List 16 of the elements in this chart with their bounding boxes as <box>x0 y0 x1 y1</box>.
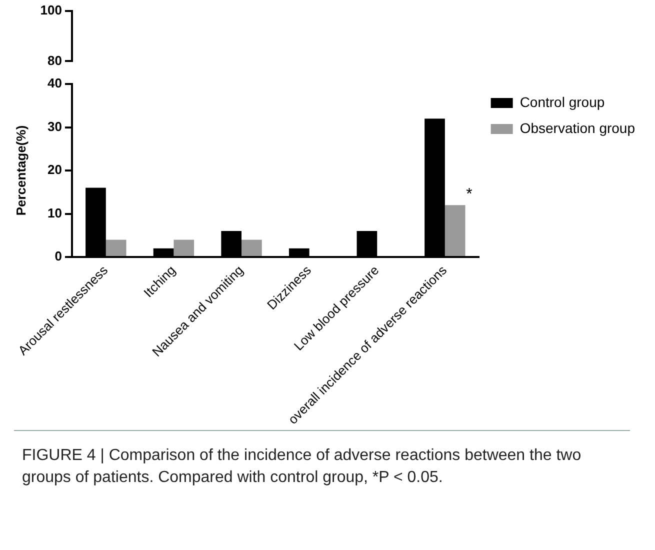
bar <box>106 240 126 256</box>
legend-label: Observation group <box>520 120 636 136</box>
y-tick-label: 0 <box>54 248 62 264</box>
legend-label: Control group <box>520 94 605 110</box>
bar <box>444 205 466 256</box>
y-tick-label: 40 <box>48 76 62 91</box>
y-axis-title: Percentage(%) <box>13 125 28 216</box>
bar <box>174 240 194 256</box>
annotation: * <box>466 186 472 204</box>
y-tick-label: 20 <box>48 162 62 178</box>
text: 100 <box>40 2 62 18</box>
y-tick-label: 10 <box>48 205 62 220</box>
y-tick-label: 30 <box>48 118 62 134</box>
bar <box>242 240 262 256</box>
text: 80 <box>48 52 62 68</box>
caption: FIGURE 4 | Comparison of the incidence of adverse reactions between the two groups of patients. Compared with control group, *P < 0.05. <box>14 430 630 503</box>
